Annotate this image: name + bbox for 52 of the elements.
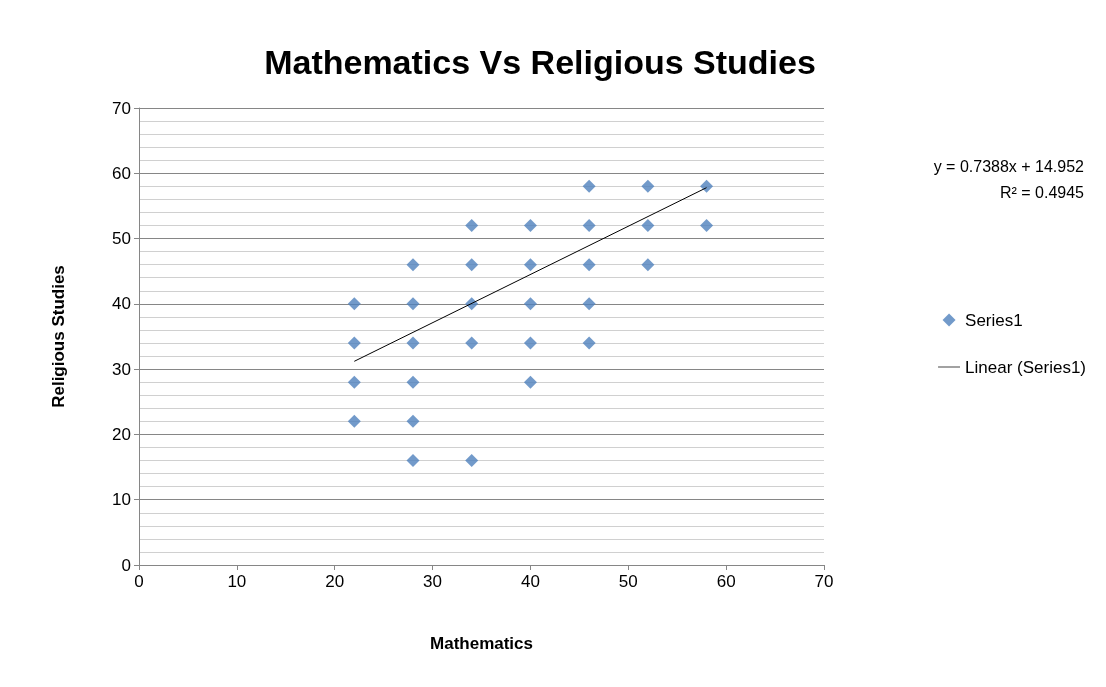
point xyxy=(641,179,655,193)
point xyxy=(347,297,361,311)
y-tick-label: 10 xyxy=(112,490,131,510)
x-tick-label: 20 xyxy=(325,572,345,591)
text: y = 0.7388x + 14.952 xyxy=(933,157,1085,175)
point xyxy=(465,336,479,350)
y-tick-label: 70 xyxy=(112,98,131,118)
point xyxy=(406,454,420,468)
y-tick-label: 30 xyxy=(112,359,131,379)
point xyxy=(700,219,714,233)
x-tick-label: 0 xyxy=(134,572,144,591)
point xyxy=(406,258,420,272)
point xyxy=(347,336,361,350)
point xyxy=(523,219,537,233)
point xyxy=(465,454,479,468)
legend-label: Series1 xyxy=(965,310,1023,330)
point xyxy=(523,336,537,350)
x-tick-label: 60 xyxy=(716,572,736,591)
x-tick-label: 10 xyxy=(227,572,247,591)
point xyxy=(641,258,655,272)
y-tick-label: 50 xyxy=(112,229,131,249)
point xyxy=(582,179,596,193)
point xyxy=(582,336,596,350)
y-axis-title: Religious Studies xyxy=(49,265,68,408)
legend-label: Linear (Series1) xyxy=(965,357,1087,377)
point xyxy=(406,414,420,428)
point xyxy=(465,258,479,272)
x-axis-title: Mathematics xyxy=(430,634,533,653)
point xyxy=(406,375,420,389)
point xyxy=(582,297,596,311)
chart-title: Mathematics Vs Religious Studies xyxy=(264,43,816,81)
point xyxy=(523,297,537,311)
point xyxy=(406,297,420,311)
point xyxy=(406,336,420,350)
point xyxy=(641,219,655,233)
point xyxy=(523,258,537,272)
point xyxy=(347,375,361,389)
point xyxy=(347,414,361,428)
point xyxy=(700,179,714,193)
text: R² = 0.4945 xyxy=(999,183,1085,201)
y-tick-label: 60 xyxy=(112,163,131,183)
y-tick-label: 40 xyxy=(112,294,131,314)
x-tick-label: 50 xyxy=(618,572,638,591)
point xyxy=(582,258,596,272)
y-tick-label: 0 xyxy=(121,555,131,575)
point xyxy=(523,375,537,389)
point xyxy=(582,219,596,233)
point xyxy=(465,219,479,233)
x-tick-label: 70 xyxy=(814,572,834,591)
x-tick-label: 40 xyxy=(520,572,540,591)
y-tick-label: 20 xyxy=(112,424,131,444)
x-tick-label: 30 xyxy=(423,572,443,591)
